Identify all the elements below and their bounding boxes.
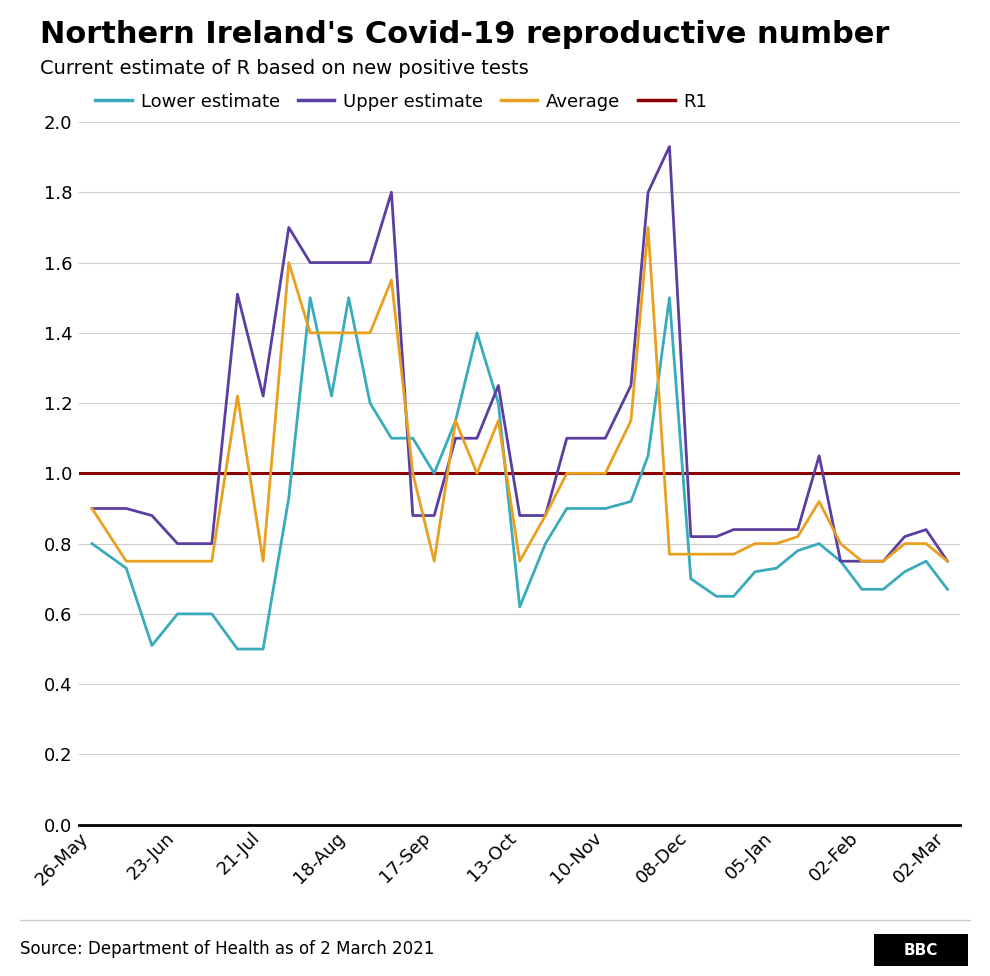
- Text: Source: Department of Health as of 2 March 2021: Source: Department of Health as of 2 Mar…: [20, 941, 435, 958]
- Text: BBC: BBC: [904, 943, 939, 957]
- Text: Current estimate of R based on new positive tests: Current estimate of R based on new posit…: [40, 59, 529, 77]
- Text: Northern Ireland's Covid-19 reproductive number: Northern Ireland's Covid-19 reproductive…: [40, 20, 889, 49]
- Legend: Lower estimate, Upper estimate, Average, R1: Lower estimate, Upper estimate, Average,…: [88, 85, 715, 118]
